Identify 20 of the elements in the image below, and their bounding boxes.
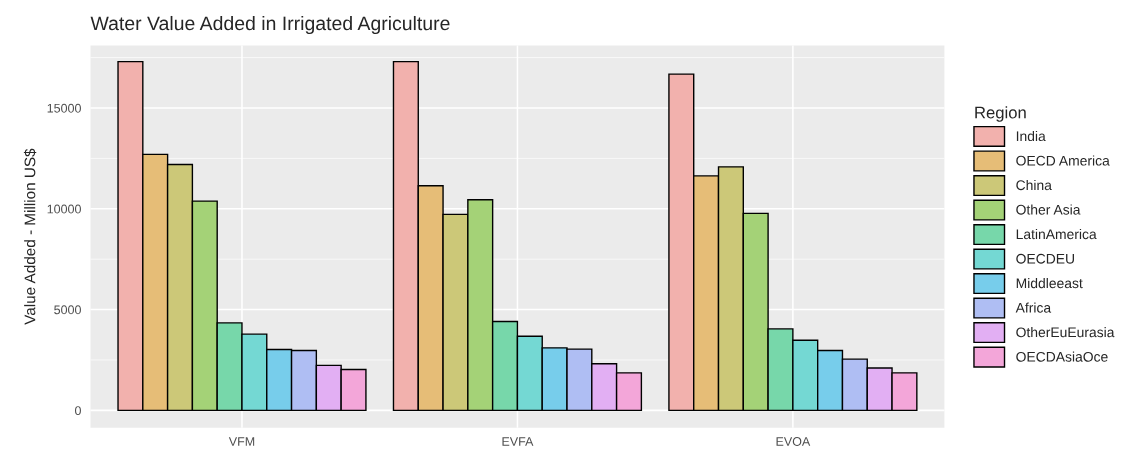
legend-label: Middleeast	[1016, 277, 1083, 289]
x-tick-label: VFM	[228, 437, 255, 446]
y-tick-label: 15000	[47, 103, 81, 113]
legend-label: OECD America	[1016, 155, 1110, 166]
legend-label: OECDAsiaOce	[1016, 351, 1108, 362]
y-tick-label: 5000	[54, 305, 81, 315]
y-tick-label: 0	[74, 406, 81, 416]
legend-label: India	[1016, 130, 1046, 142]
legend-label: Other Asia	[1016, 204, 1081, 215]
legend-label: Africa	[1015, 302, 1052, 313]
legend-label: OECDEU	[1016, 253, 1074, 264]
legend-label: OtherEuEurasia	[1016, 327, 1115, 338]
x-tick-label: EVOA	[776, 437, 811, 446]
legend-label: China	[1016, 179, 1052, 191]
chart-title: Water Value Added in Irrigated Agriculture	[90, 15, 450, 35]
y-axis-title: Value Added - Million US$	[23, 148, 37, 325]
legend-label: LatinAmerica	[1016, 228, 1097, 240]
y-tick-label: 10000	[47, 204, 81, 214]
legend-title: Region	[975, 106, 1026, 122]
x-tick-label: EVFA	[502, 437, 534, 446]
